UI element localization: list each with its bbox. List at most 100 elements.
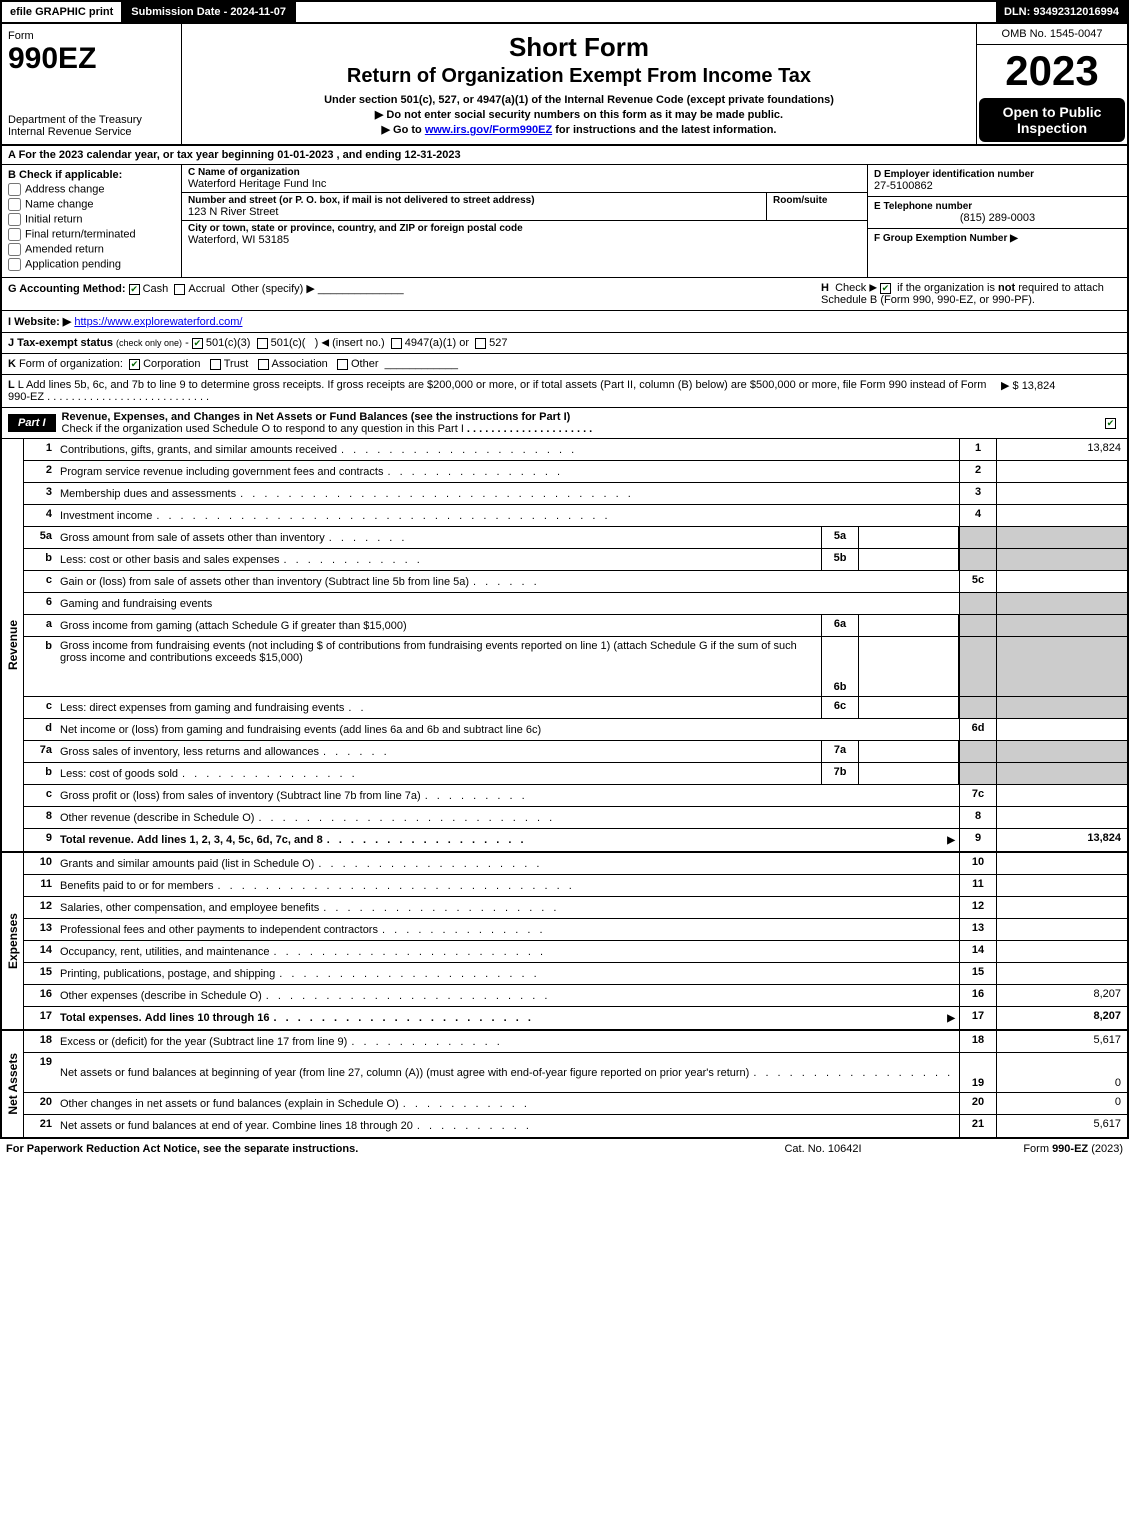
dln: DLN: 93492312016994	[996, 2, 1127, 22]
row-6b: bGross income from fundraising events (n…	[24, 637, 1127, 697]
title-short-form: Short Form	[192, 32, 966, 63]
row-7b: bLess: cost of goods sold. . . . . . . .…	[24, 763, 1127, 785]
part-I-title: Revenue, Expenses, and Changes in Net As…	[62, 408, 1097, 438]
row-5c: cGain or (loss) from sale of assets othe…	[24, 571, 1127, 593]
col-B: B Check if applicable: Address change Na…	[2, 165, 182, 277]
row-20: 20Other changes in net assets or fund ba…	[24, 1093, 1127, 1115]
year-box: OMB No. 1545-0047 2023 Open to Public In…	[977, 24, 1127, 144]
topbar: efile GRAPHIC print Submission Date - 20…	[0, 0, 1129, 24]
form-number: 990EZ	[8, 44, 175, 74]
room-label: Room/suite	[773, 195, 861, 206]
city-value: Waterford, WI 53185	[188, 234, 861, 246]
row-7c: cGross profit or (loss) from sales of in…	[24, 785, 1127, 807]
row-12: 12Salaries, other compensation, and empl…	[24, 897, 1127, 919]
group-exemption-label: F Group Exemption Number ▶	[874, 233, 1121, 244]
line-K: K Form of organization: Corporation Trus…	[0, 354, 1129, 375]
efile-print-button[interactable]: efile GRAPHIC print	[2, 2, 123, 22]
cb-cash[interactable]	[129, 284, 140, 295]
row-G-H: G Accounting Method: Cash Accrual Other …	[0, 278, 1129, 311]
row-17: 17Total expenses. Add lines 10 through 1…	[24, 1007, 1127, 1029]
cb-initial-return[interactable]: Initial return	[8, 213, 175, 226]
row-18: 18Excess or (deficit) for the year (Subt…	[24, 1031, 1127, 1053]
phone-value: (815) 289-0003	[874, 212, 1121, 224]
cb-501c3[interactable]	[192, 338, 203, 349]
org-name-value: Waterford Heritage Fund Inc	[188, 178, 861, 190]
netassets-table: Net Assets 18Excess or (deficit) for the…	[0, 1031, 1129, 1139]
line-H: H Check ▶ if the organization is not req…	[821, 282, 1121, 306]
row-6: 6Gaming and fundraising events	[24, 593, 1127, 615]
cell-F: F Group Exemption Number ▶	[868, 229, 1127, 277]
part-I-sub: Check if the organization used Schedule …	[62, 423, 464, 435]
topbar-spacer	[296, 2, 996, 22]
cell-address: Number and street (or P. O. box, if mail…	[182, 193, 767, 220]
title-box: Short Form Return of Organization Exempt…	[182, 24, 977, 144]
tax-year: 2023	[977, 45, 1127, 96]
cb-4947[interactable]	[391, 338, 402, 349]
cb-amended-return[interactable]: Amended return	[8, 243, 175, 256]
row-16: 16Other expenses (describe in Schedule O…	[24, 985, 1127, 1007]
cell-org-name: C Name of organization Waterford Heritag…	[182, 165, 867, 193]
cb-527[interactable]	[475, 338, 486, 349]
line-G: G Accounting Method: Cash Accrual Other …	[8, 282, 821, 306]
row-19: 19Net assets or fund balances at beginni…	[24, 1053, 1127, 1093]
col-D-E-F: D Employer identification number 27-5100…	[867, 165, 1127, 277]
row-8: 8Other revenue (describe in Schedule O).…	[24, 807, 1127, 829]
line-A: A For the 2023 calendar year, or tax yea…	[0, 146, 1129, 165]
block-B-through-F: B Check if applicable: Address change Na…	[0, 165, 1129, 278]
cb-501c[interactable]	[257, 338, 268, 349]
row-2: 2Program service revenue including gover…	[24, 461, 1127, 483]
row-6d: dNet income or (loss) from gaming and fu…	[24, 719, 1127, 741]
expenses-table: Expenses 10Grants and similar amounts pa…	[0, 853, 1129, 1031]
line-J: J Tax-exempt status (check only one) - 5…	[0, 333, 1129, 354]
I-label: I Website: ▶	[8, 316, 71, 328]
L-amount: ▶ $ 13,824	[1001, 379, 1121, 403]
cell-city: City or town, state or province, country…	[182, 221, 867, 248]
footer-cat: Cat. No. 10642I	[723, 1143, 923, 1155]
address-label: Number and street (or P. O. box, if mail…	[188, 195, 760, 206]
cb-schedule-o[interactable]	[1105, 418, 1116, 429]
row-6c: cLess: direct expenses from gaming and f…	[24, 697, 1127, 719]
submission-date: Submission Date - 2024-11-07	[123, 2, 296, 22]
subtitle-section: Under section 501(c), 527, or 4947(a)(1)…	[192, 94, 966, 106]
part-I-header: Part I Revenue, Expenses, and Changes in…	[0, 408, 1129, 439]
col-C: C Name of organization Waterford Heritag…	[182, 165, 867, 277]
row-21: 21Net assets or fund balances at end of …	[24, 1115, 1127, 1137]
part-I-tag: Part I	[8, 414, 56, 432]
row-9: 9Total revenue. Add lines 1, 2, 3, 4, 5c…	[24, 829, 1127, 851]
cb-name-change[interactable]: Name change	[8, 198, 175, 211]
row-10: 10Grants and similar amounts paid (list …	[24, 853, 1127, 875]
cb-other-org[interactable]	[337, 359, 348, 370]
cb-application-pending[interactable]: Application pending	[8, 258, 175, 271]
cb-trust[interactable]	[210, 359, 221, 370]
website-link[interactable]: https://www.explorewaterford.com/	[74, 316, 242, 328]
footer-form: Form 990-EZ (2023)	[923, 1143, 1123, 1155]
cash-label: Cash	[143, 283, 169, 295]
dept-label: Department of the Treasury Internal Reve…	[8, 114, 175, 138]
row-11: 11Benefits paid to or for members. . . .…	[24, 875, 1127, 897]
irs-link[interactable]: www.irs.gov/Form990EZ	[425, 124, 552, 136]
row-14: 14Occupancy, rent, utilities, and mainte…	[24, 941, 1127, 963]
cb-schedule-b[interactable]	[880, 283, 891, 294]
row-13: 13Professional fees and other payments t…	[24, 919, 1127, 941]
expenses-side-label: Expenses	[2, 853, 24, 1029]
city-label: City or town, state or province, country…	[188, 223, 861, 234]
ein-label: D Employer identification number	[874, 169, 1121, 180]
cb-accrual[interactable]	[174, 284, 185, 295]
row-6a: aGross income from gaming (attach Schedu…	[24, 615, 1127, 637]
cb-final-return[interactable]: Final return/terminated	[8, 228, 175, 241]
row-7a: 7aGross sales of inventory, less returns…	[24, 741, 1127, 763]
omb-number: OMB No. 1545-0047	[977, 24, 1127, 45]
cell-room: Room/suite	[767, 193, 867, 220]
row-5a: 5aGross amount from sale of assets other…	[24, 527, 1127, 549]
form-header: Form 990EZ Department of the Treasury In…	[0, 24, 1129, 146]
line-I: I Website: ▶ https://www.explorewaterfor…	[0, 311, 1129, 333]
title-return: Return of Organization Exempt From Incom…	[192, 65, 966, 88]
footer-left: For Paperwork Reduction Act Notice, see …	[6, 1143, 723, 1155]
cb-address-change[interactable]: Address change	[8, 183, 175, 196]
accrual-label: Accrual	[188, 283, 225, 295]
cell-address-row: Number and street (or P. O. box, if mail…	[182, 193, 867, 221]
cb-corporation[interactable]	[129, 359, 140, 370]
cb-association[interactable]	[258, 359, 269, 370]
row-3: 3Membership dues and assessments. . . . …	[24, 483, 1127, 505]
cell-D: D Employer identification number 27-5100…	[868, 165, 1127, 197]
